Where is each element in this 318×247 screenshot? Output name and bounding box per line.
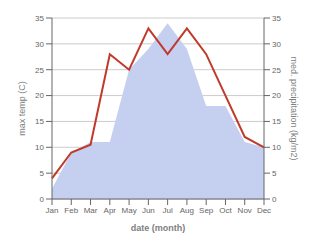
svg-text:Oct: Oct [219, 206, 232, 215]
svg-text:Nov: Nov [238, 206, 252, 215]
svg-text:10: 10 [272, 143, 281, 152]
svg-text:0: 0 [272, 195, 277, 204]
svg-text:20: 20 [35, 91, 44, 100]
svg-text:30: 30 [272, 40, 281, 49]
svg-text:5: 5 [40, 169, 45, 178]
svg-text:Feb: Feb [64, 206, 78, 215]
svg-text:Mar: Mar [84, 206, 98, 215]
svg-text:date (month): date (month) [131, 223, 186, 233]
svg-text:Jun: Jun [142, 206, 155, 215]
svg-text:Aug: Aug [180, 206, 194, 215]
svg-text:25: 25 [272, 66, 281, 75]
svg-text:max temp (C): max temp (C) [17, 81, 27, 136]
svg-text:30: 30 [35, 40, 44, 49]
svg-text:Jan: Jan [46, 206, 59, 215]
svg-text:10: 10 [35, 143, 44, 152]
svg-text:Sep: Sep [199, 206, 214, 215]
svg-text:15: 15 [272, 117, 281, 126]
svg-text:Dec: Dec [257, 206, 271, 215]
svg-text:35: 35 [272, 14, 281, 23]
svg-text:15: 15 [35, 117, 44, 126]
svg-text:25: 25 [35, 66, 44, 75]
svg-text:Jul: Jul [163, 206, 173, 215]
svg-text:Apr: Apr [104, 206, 117, 215]
svg-text:0: 0 [40, 195, 45, 204]
svg-text:May: May [122, 206, 137, 215]
svg-text:5: 5 [272, 169, 277, 178]
svg-text:med. precipitation (kg/m2): med. precipitation (kg/m2) [289, 56, 299, 160]
svg-text:35: 35 [35, 14, 44, 23]
svg-text:20: 20 [272, 91, 281, 100]
